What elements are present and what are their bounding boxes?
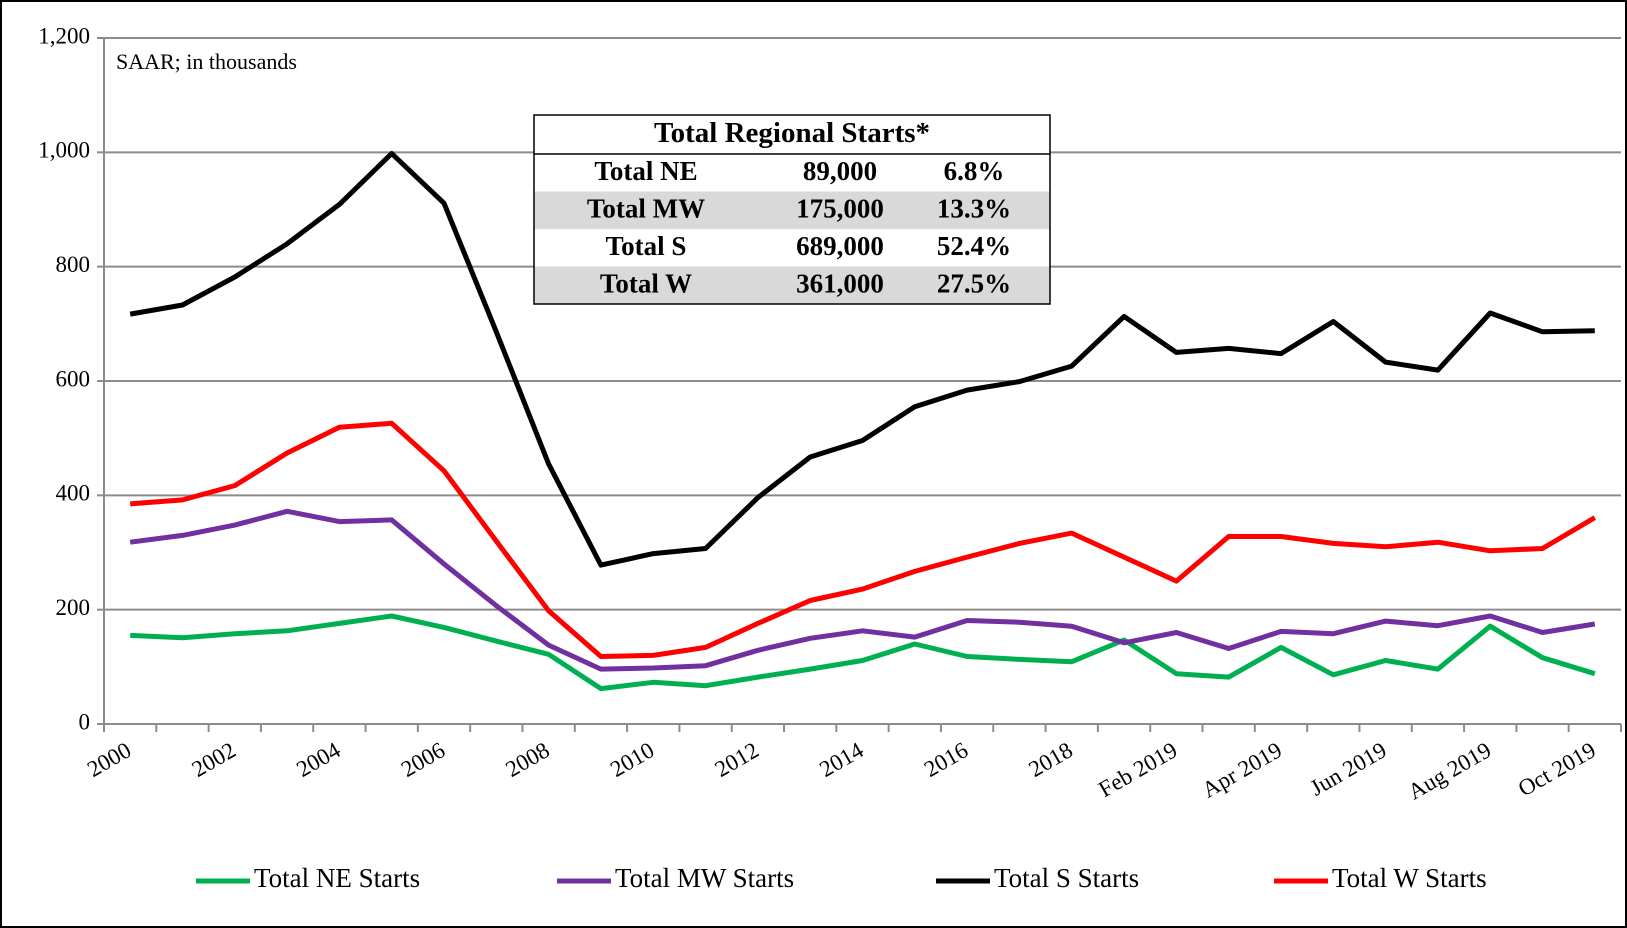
series-line	[130, 420, 1597, 659]
table-cell: 89,000	[803, 156, 877, 186]
y-tick-label: 1,200	[38, 23, 90, 48]
legend-label: Total MW Starts	[615, 863, 794, 893]
y-tick-label: 200	[56, 595, 91, 620]
series-line	[129, 508, 1596, 672]
table-cell: 6.8%	[944, 156, 1005, 186]
table-cell: Total S	[606, 231, 687, 261]
table-cell: 52.4%	[937, 231, 1011, 261]
y-tick-label: 600	[56, 366, 91, 391]
table-cell: Total NE	[594, 156, 697, 186]
y-tick-label: 0	[79, 709, 91, 734]
table-cell: 13.3%	[937, 193, 1011, 223]
legend-label: Total W Starts	[1332, 863, 1487, 893]
table-cell: 175,000	[796, 193, 884, 223]
y-tick-label: 400	[56, 481, 91, 506]
annotation: SAAR; in thousands	[116, 49, 297, 74]
legend-label: Total NE Starts	[254, 863, 420, 893]
series-line	[130, 613, 1596, 692]
table-cell: 689,000	[796, 231, 884, 261]
table-title: Total Regional Starts*	[654, 117, 930, 149]
table-border	[533, 114, 1051, 305]
legend-label: Total S Starts	[994, 863, 1139, 893]
table-cell: 27.5%	[937, 268, 1011, 298]
table-row-shade	[534, 266, 1050, 304]
table-cell: Total MW	[587, 193, 705, 223]
table-row-shade	[534, 191, 1050, 229]
y-tick-label: 1,000	[38, 138, 90, 163]
table-cell: 361,000	[796, 268, 884, 298]
table-cell: Total W	[600, 268, 692, 298]
inset-table: Total Regional Starts* Total NE 89,000 6.8%…	[533, 114, 1051, 305]
series-line	[129, 151, 1595, 568]
y-tick-label: 800	[56, 252, 91, 277]
